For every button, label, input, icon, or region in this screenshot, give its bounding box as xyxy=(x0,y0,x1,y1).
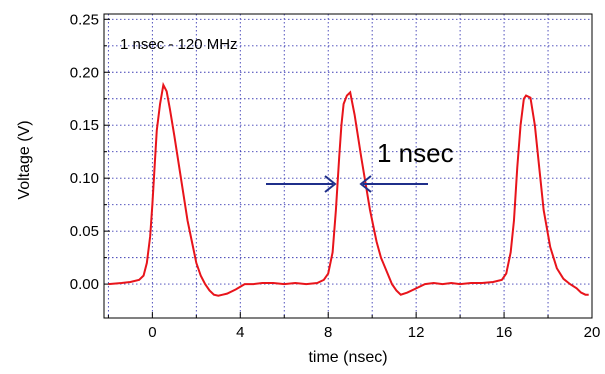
x-tick-label: 8 xyxy=(324,324,332,341)
x-grid-lines xyxy=(107,14,549,318)
y-tick-label: 0.05 xyxy=(70,223,99,240)
x-axis-ticks: 0 4 8 12 16 20 xyxy=(107,312,601,341)
y-tick-label: 0.00 xyxy=(70,276,99,293)
x-tick-label: 16 xyxy=(496,324,513,341)
x-axis-label: time (nsec) xyxy=(308,349,387,366)
x-tick-label: 12 xyxy=(408,324,425,341)
frequency-annotation: 1 nsec - 120 MHz xyxy=(120,36,238,53)
y-axis-ticks: 0.00 0.05 0.10 0.15 0.20 0.25 xyxy=(70,11,110,293)
pulse-width-label: 1 nsec xyxy=(377,138,454,168)
x-tick-label: 0 xyxy=(148,324,156,341)
x-tick-label: 4 xyxy=(236,324,244,341)
voltage-series-line xyxy=(108,81,589,297)
y-tick-label: 0.15 xyxy=(70,117,99,134)
plot-area xyxy=(103,13,593,319)
y-tick-label: 0.25 xyxy=(70,11,99,28)
y-tick-label: 0.10 xyxy=(70,170,99,187)
left-arrowhead xyxy=(324,175,337,193)
x-tick-label: 20 xyxy=(584,324,601,341)
y-tick-label: 0.20 xyxy=(70,64,99,81)
y-grid-lines xyxy=(104,18,592,285)
right-arrowhead xyxy=(359,175,372,193)
pulse-width-annotation: 1 nsec xyxy=(266,138,454,193)
y-axis-label: Voltage (V) xyxy=(16,120,33,199)
grid xyxy=(104,14,592,318)
